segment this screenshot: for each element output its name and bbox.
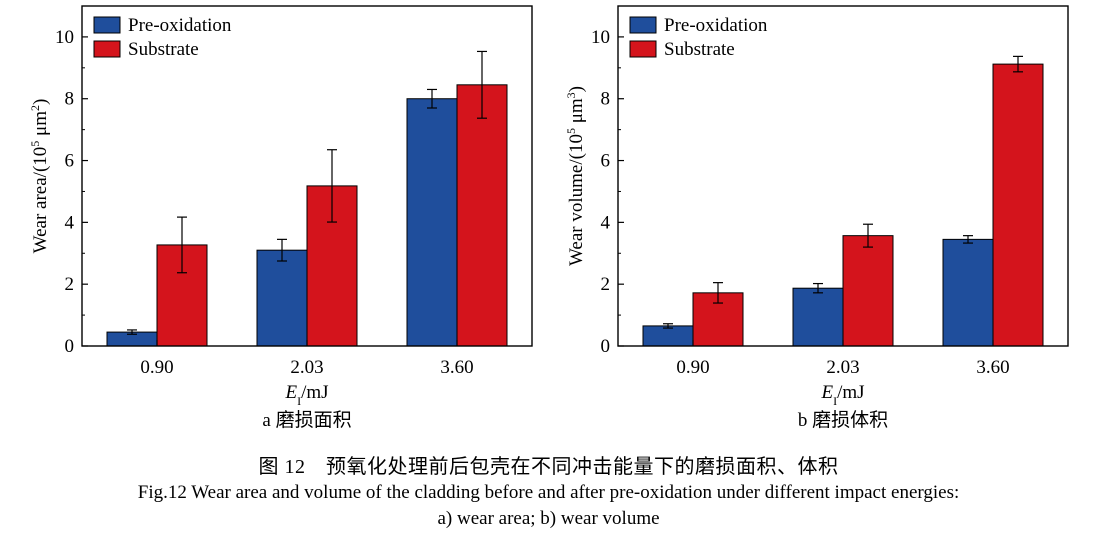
x-tick-label-2: 3.60 [440,357,473,378]
x-tick-label-2: 3.60 [976,357,1009,378]
y-axis-label-part-4: ) [30,99,51,105]
figure-canvas: 0.90 2.03 3.60 0 2 4 6 8 10 Pre-oxidation Substrat… [28,5,1069,431]
y-axis-label: Wear volume/(105 μm3) [564,86,587,266]
y-tick-label-5: 10 [591,27,610,48]
x-tick-label-1: 2.03 [826,357,859,378]
legend-label-0: Pre-oxidation [664,15,768,36]
x-tick-label-0: 0.90 [676,357,709,378]
y-axis-label-part-2: μm [566,98,587,128]
y-tick-label-5: 10 [55,27,74,48]
figure-caption-english-line1: Fig.12 Wear area and volume of the cladd… [137,482,960,503]
y-axis-label-part-0: Wear area/(10 [30,147,51,254]
legend-label-1: Substrate [128,39,199,60]
y-axis-label-part-3: 2 [28,105,42,111]
plot-frame [617,5,1069,347]
y-tick-label-2: 4 [601,212,611,233]
y-tick-label-0: 0 [601,336,611,357]
x-tick-label-1: 2.03 [290,357,323,378]
legend-swatch-0 [629,16,657,34]
bar-pre-oxidation-1 [792,287,844,347]
y-tick-label-4: 8 [65,89,75,110]
y-axis-label-part-4: ) [566,86,587,92]
bar-pre-oxidation-1 [256,249,308,347]
chart-panel-a: 0.90 2.03 3.60 0 2 4 6 8 10 Pre-oxidation Substrat… [28,5,533,431]
legend-label-1: Substrate [664,39,735,60]
figure-caption-chinese: 图 12 预氧化处理前后包壳在不同冲击能量下的磨损面积、体积 [258,456,839,478]
bar-pre-oxidation-2 [942,238,994,347]
x-axis-label: EI/mJ [820,382,864,408]
legend-swatch-0 [93,16,121,34]
y-tick-label-2: 4 [65,212,75,233]
plot-frame [81,5,533,347]
y-tick-label-4: 8 [601,89,611,110]
y-tick-label-1: 2 [601,274,611,295]
legend-swatch-1 [629,40,657,58]
y-tick-label-3: 6 [65,151,75,172]
bar-substrate-1 [842,235,894,347]
x-axis-label-var: E [284,382,297,403]
x-axis-label: EI/mJ [284,382,328,408]
panel-subcaption: b 磨损体积 [798,409,888,431]
y-axis-label-part-1: 5 [28,141,42,147]
y-axis-label-part-3: 3 [564,92,578,98]
x-axis-label-subscript: I [297,394,301,408]
y-axis-label: Wear area/(105 μm2) [28,99,51,254]
bar-pre-oxidation-2 [406,98,458,347]
figure-caption-english-line2: a) wear area; b) wear volume [437,508,660,529]
x-axis-label-subscript: I [833,394,837,408]
bar-substrate-2 [456,84,508,347]
x-axis-label-unit: /mJ [301,382,328,403]
legend-swatch-1 [93,40,121,58]
chart-panel-b: 0.90 2.03 3.60 0 2 4 6 8 10 Pre-oxidation Substrat… [564,5,1069,431]
x-tick-label-0: 0.90 [140,357,173,378]
x-axis-label-var: E [820,382,833,403]
y-tick-label-3: 6 [601,151,611,172]
y-axis-label-part-1: 5 [564,128,578,134]
bar-substrate-2 [992,63,1044,347]
y-axis-label-part-2: μm [30,111,51,141]
y-axis-label-part-0: Wear volume/(10 [566,134,587,266]
legend-label-0: Pre-oxidation [128,15,232,36]
bar-pre-oxidation-0 [642,325,694,347]
y-tick-label-1: 2 [65,274,75,295]
y-tick-label-0: 0 [65,336,75,357]
panel-subcaption: a 磨损面积 [262,409,351,431]
x-axis-label-unit: /mJ [837,382,864,403]
